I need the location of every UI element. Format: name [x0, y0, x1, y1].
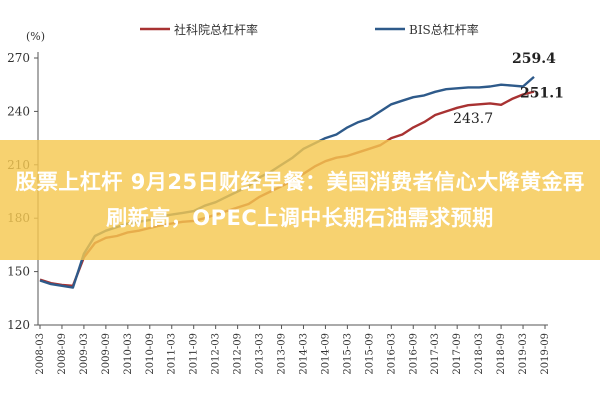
x-tick-label: 2019-03 [518, 333, 529, 375]
x-tick-label: 2016-09 [408, 333, 419, 375]
x-tick-label: 2011-03 [167, 333, 178, 375]
x-tick-label: 2019-09 [540, 333, 551, 375]
x-tick-label: 2008-09 [57, 333, 68, 375]
x-tick-label: 2010-03 [123, 333, 134, 375]
y-tick-label: 240 [7, 104, 30, 118]
x-tick-label: 2010-09 [145, 333, 156, 375]
headline-banner: 股票上杠杆 9月25日财经早餐：美国消费者信心大降黄金再刷新高，OPEC上调中长… [0, 140, 600, 260]
x-tick-label: 2016-03 [386, 333, 397, 375]
y-tick-label: 150 [7, 265, 30, 279]
x-tick-label: 2018-09 [496, 333, 507, 375]
data-label: 251.1 [520, 86, 564, 102]
x-tick-label: 2008-03 [35, 333, 46, 375]
x-tick-label: 2009-03 [79, 333, 90, 375]
legend: 社科院总杠杆率 BIS总杠杆率 [140, 22, 479, 37]
x-tick-label: 2018-03 [474, 333, 485, 375]
x-tick-label: 2013-09 [277, 333, 288, 375]
x-tick-label: 2014-09 [320, 333, 331, 375]
headline-text: 股票上杠杆 9月25日财经早餐：美国消费者信心大降黄金再刷新高，OPEC上调中长… [15, 170, 585, 230]
x-tick-label: 2014-03 [298, 333, 309, 375]
x-tick-label: 2017-03 [430, 333, 441, 375]
legend-label: BIS总杠杆率 [409, 22, 479, 37]
x-tick-label: 2015-03 [342, 333, 353, 375]
data-label: 243.7 [453, 111, 493, 127]
x-tick-label: 2012-09 [233, 333, 244, 375]
x-tick-label: 2009-09 [101, 333, 112, 375]
y-tick-label: 120 [7, 318, 30, 332]
x-tick-label: 2013-03 [255, 333, 266, 375]
x-tick-label: 2017-09 [452, 333, 463, 375]
y-tick-label: 270 [7, 51, 30, 65]
y-axis-unit-label: (%) [26, 30, 45, 43]
x-tick-label: 2015-09 [364, 333, 375, 375]
legend-label: 社科院总杠杆率 [174, 22, 258, 37]
data-label: 259.4 [512, 51, 556, 67]
x-tick-label: 2011-09 [189, 333, 200, 375]
x-tick-label: 2012-03 [211, 333, 222, 375]
annotations-group: 259.4 251.1 243.7 [453, 51, 564, 127]
